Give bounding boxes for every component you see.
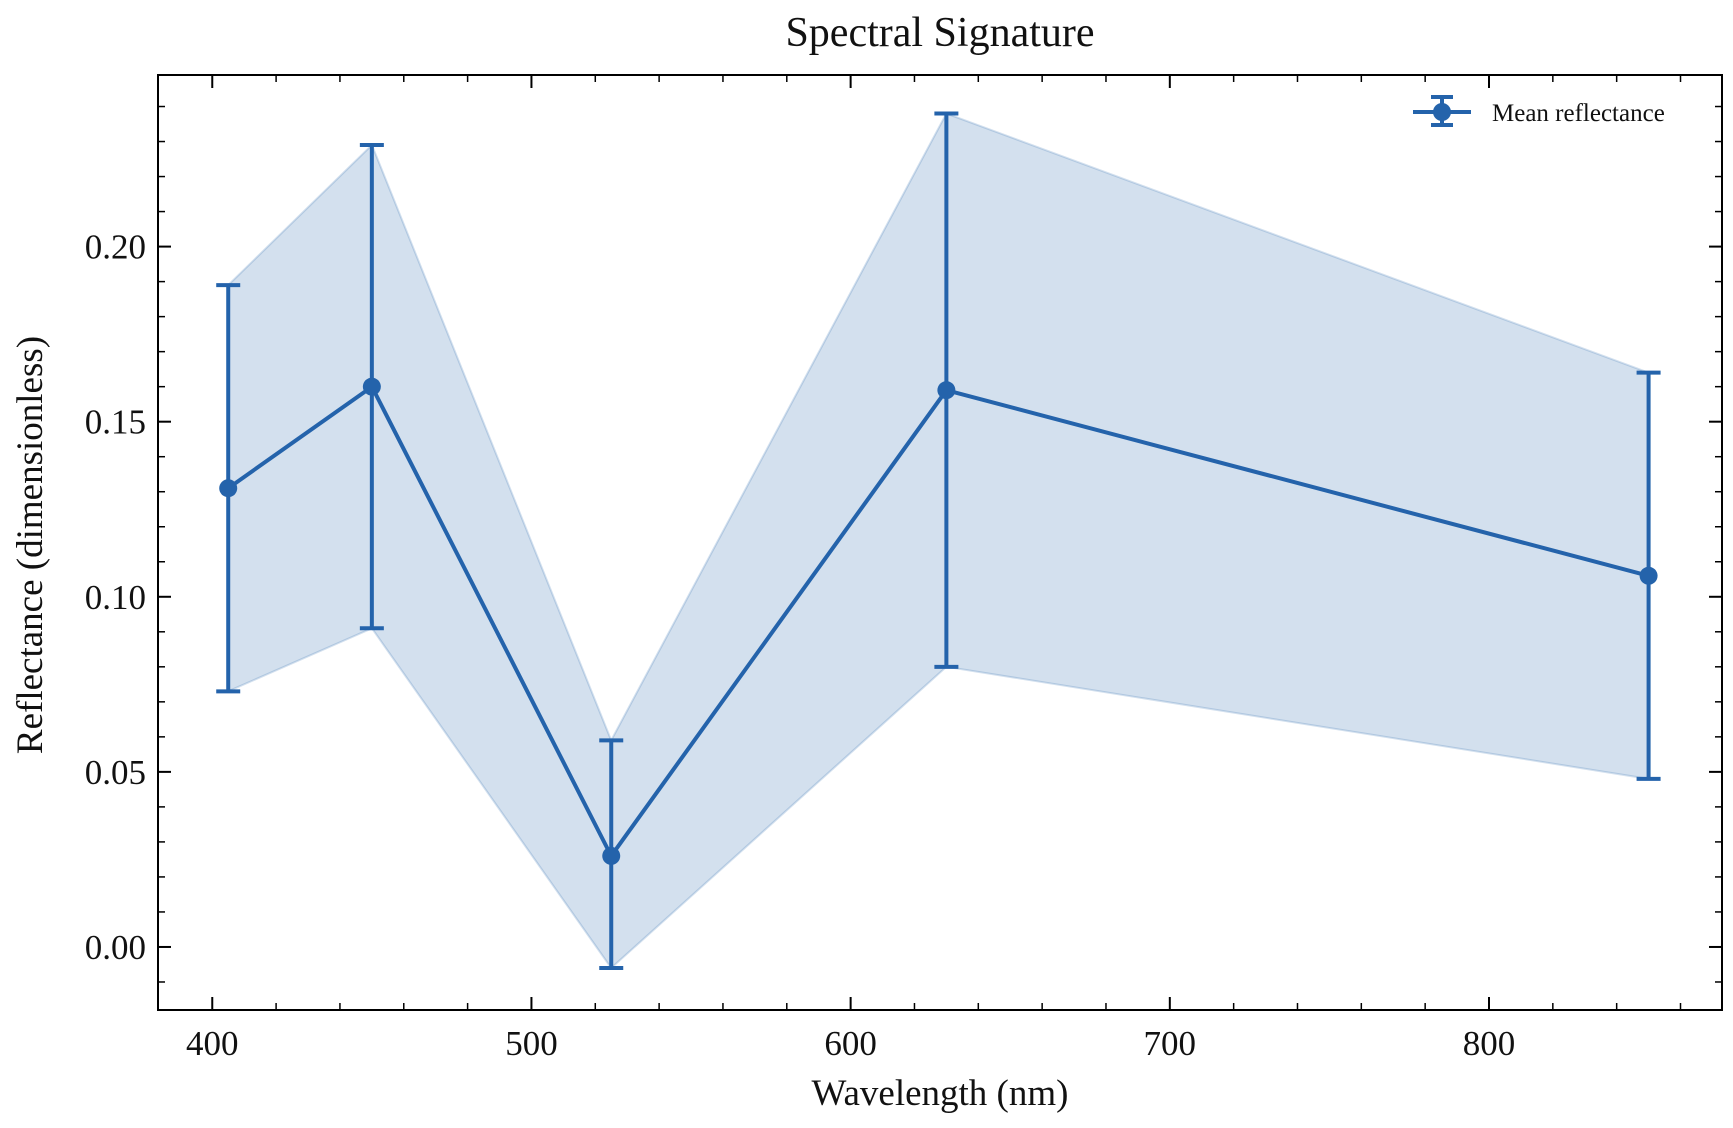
legend-entry-label: Mean reflectance (1492, 100, 1665, 127)
data-point (362, 377, 381, 396)
x-axis-label: Wavelength (nm) (812, 1073, 1069, 1114)
x-tick-label: 700 (1144, 1024, 1197, 1063)
y-tick-label: 0.10 (85, 578, 146, 617)
plot-frame (157, 74, 1723, 1011)
y-axis-ticks: 0.00 0.05 0.10 0.15 0.20 (85, 105, 1722, 983)
x-axis-ticks: 400 500 600 700 800 (186, 75, 1682, 1063)
x-tick-label: 600 (824, 1024, 877, 1063)
data-point (602, 846, 621, 865)
chart-title: Spectral Signature (785, 10, 1094, 56)
y-axis-label: Reflectance (dimensionless) (10, 336, 51, 754)
y-tick-label: 0.20 (85, 228, 146, 267)
data-point (1639, 566, 1658, 585)
x-tick-label: 800 (1463, 1024, 1516, 1063)
data-point-layer (219, 377, 1658, 865)
y-tick-label: 0.00 (85, 928, 146, 967)
x-tick-label: 500 (505, 1024, 558, 1063)
legend: Mean reflectance (1413, 95, 1665, 127)
legend-marker-swatch (1433, 103, 1451, 121)
y-tick-label: 0.15 (85, 403, 146, 442)
data-point (937, 381, 956, 400)
data-point (219, 479, 238, 498)
x-tick-label: 400 (186, 1024, 239, 1063)
y-tick-label: 0.05 (85, 753, 146, 792)
